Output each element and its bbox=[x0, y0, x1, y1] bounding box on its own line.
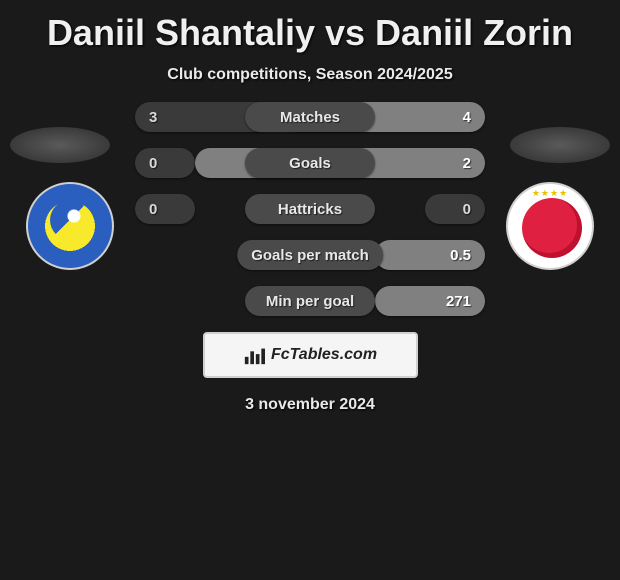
stat-label: Hattricks bbox=[245, 194, 375, 224]
brand-text: FcTables.com bbox=[271, 346, 377, 364]
stat-label: Goals per match bbox=[237, 240, 383, 270]
stat-left-value: 0 bbox=[135, 148, 195, 178]
brand-box[interactable]: FcTables.com bbox=[203, 332, 418, 378]
club-badge-right bbox=[506, 182, 594, 270]
stat-row: 271Min per goal bbox=[135, 286, 485, 316]
stat-row: 02Goals bbox=[135, 148, 485, 178]
stat-row: 0.5Goals per match bbox=[135, 240, 485, 270]
main-area: 34Matches02Goals00Hattricks0.5Goals per … bbox=[0, 102, 620, 414]
stat-right-value: 271 bbox=[375, 286, 485, 316]
stat-row: 34Matches bbox=[135, 102, 485, 132]
page-title: Daniil Shantaliy vs Daniil Zorin bbox=[0, 0, 620, 58]
player-photo-right bbox=[510, 127, 610, 163]
date-text: 3 november 2024 bbox=[0, 378, 620, 414]
stat-right-value: 0.5 bbox=[375, 240, 485, 270]
subtitle: Club competitions, Season 2024/2025 bbox=[0, 58, 620, 102]
stat-row: 0 0 Hattricks bbox=[135, 194, 485, 224]
stat-label: Goals bbox=[245, 148, 375, 178]
club-badge-left bbox=[26, 182, 114, 270]
comparison-card: Daniil Shantaliy vs Daniil Zorin Club co… bbox=[0, 0, 620, 414]
stat-label: Min per goal bbox=[245, 286, 375, 316]
stat-right-value: 0 bbox=[425, 194, 485, 224]
stat-label: Matches bbox=[245, 102, 375, 132]
stats-list: 34Matches02Goals00Hattricks0.5Goals per … bbox=[135, 102, 485, 316]
bars-icon bbox=[243, 344, 265, 366]
stat-left-value: 0 bbox=[135, 194, 195, 224]
player-photo-left bbox=[10, 127, 110, 163]
